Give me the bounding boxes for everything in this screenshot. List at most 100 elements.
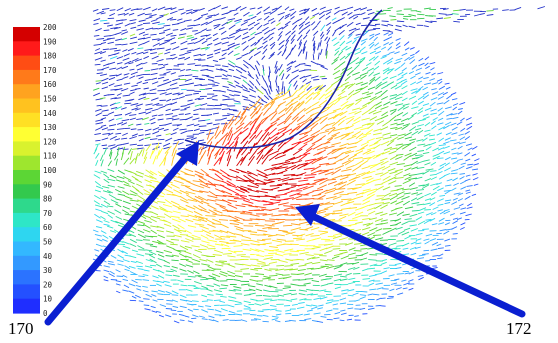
velocity-vector: [313, 30, 319, 36]
velocity-vector: [269, 81, 272, 90]
velocity-vector: [135, 103, 143, 107]
velocity-vector: [130, 88, 137, 92]
velocity-vector: [138, 300, 144, 303]
velocity-vector: [152, 155, 157, 165]
velocity-vector: [198, 139, 205, 142]
velocity-vector: [268, 71, 271, 78]
velocity-vector: [180, 105, 187, 107]
velocity-vector: [404, 272, 410, 275]
velocity-vector: [165, 308, 173, 310]
velocity-vector: [222, 65, 229, 68]
velocity-vector: [275, 273, 284, 276]
velocity-vector: [240, 170, 252, 175]
velocity-vector: [369, 50, 377, 55]
velocity-vector: [348, 89, 355, 96]
velocity-vector: [466, 185, 473, 187]
velocity-vector: [438, 222, 445, 225]
velocity-vector: [185, 288, 193, 292]
velocity-vector: [362, 30, 369, 36]
velocity-vector: [124, 23, 131, 27]
velocity-vector: [107, 37, 115, 40]
velocity-vector: [423, 219, 431, 224]
velocity-vector: [318, 10, 325, 16]
velocity-vector: [128, 12, 135, 16]
velocity-vector: [417, 150, 425, 152]
velocity-vector: [304, 226, 314, 231]
velocity-vector: [310, 60, 319, 65]
velocity-vector: [220, 284, 229, 287]
velocity-vector: [422, 113, 429, 117]
velocity-vector: [117, 121, 124, 125]
velocity-vector: [193, 205, 203, 212]
velocity-vector: [275, 133, 285, 141]
velocity-vector: [389, 288, 395, 292]
velocity-vector: [352, 175, 361, 180]
velocity-vector: [117, 263, 124, 266]
velocity-vector: [236, 185, 248, 192]
velocity-vector: [355, 87, 363, 92]
velocity-vector: [372, 154, 381, 160]
velocity-vector: [214, 148, 221, 157]
velocity-vector: [215, 261, 225, 264]
velocity-vector: [218, 219, 229, 221]
velocity-vector: [332, 248, 341, 250]
velocity-vector: [369, 274, 377, 277]
velocity-vector: [241, 84, 248, 90]
velocity-vector: [270, 198, 282, 202]
velocity-vector: [157, 52, 164, 55]
velocity-vector: [206, 114, 213, 116]
velocity-vector: [298, 301, 305, 304]
velocity-vector: [396, 187, 405, 191]
velocity-vector: [247, 21, 256, 27]
velocity-vector: [149, 92, 157, 95]
velocity-vector: [121, 19, 127, 21]
velocity-vector: [208, 318, 214, 322]
legend-swatches: [13, 27, 40, 314]
velocity-vector: [333, 85, 343, 90]
velocity-vector: [312, 144, 322, 150]
velocity-vector: [375, 50, 382, 55]
velocity-vector: [193, 270, 200, 275]
velocity-vector: [395, 226, 403, 230]
velocity-vector: [333, 273, 343, 277]
velocity-vector: [334, 188, 346, 190]
velocity-vector: [401, 124, 409, 130]
velocity-vector: [464, 131, 470, 135]
velocity-vector: [411, 106, 419, 110]
velocity-vector: [284, 164, 296, 171]
velocity-vector: [296, 34, 303, 42]
velocity-vector: [129, 243, 137, 248]
velocity-vector: [137, 37, 146, 40]
velocity-vector: [240, 21, 249, 26]
velocity-vector: [277, 125, 289, 131]
velocity-vector: [298, 143, 308, 151]
velocity-vector: [100, 215, 106, 220]
velocity-vector: [396, 240, 405, 242]
velocity-vector: [325, 162, 336, 166]
velocity-vector: [305, 143, 316, 152]
velocity-vector: [201, 64, 209, 67]
velocity-vector: [156, 263, 163, 268]
velocity-vector: [341, 168, 352, 172]
velocity-vector: [166, 239, 175, 244]
velocity-vector: [241, 95, 249, 99]
velocity-vector: [395, 93, 403, 97]
velocity-vector: [303, 282, 311, 285]
velocity-vector: [206, 75, 215, 79]
velocity-vector: [373, 234, 382, 236]
velocity-vector: [243, 11, 250, 17]
velocity-vector: [268, 32, 275, 36]
velocity-vector: [110, 26, 118, 30]
velocity-vector: [404, 235, 412, 240]
velocity-vector: [340, 309, 346, 312]
velocity-vector: [114, 209, 122, 214]
velocity-vector: [366, 190, 376, 196]
velocity-vector: [271, 318, 278, 321]
velocity-vector: [375, 172, 384, 176]
velocity-vector: [158, 66, 166, 70]
velocity-vector: [165, 274, 173, 277]
velocity-vector: [438, 137, 445, 142]
velocity-vector: [326, 30, 331, 36]
velocity-vector: [263, 289, 271, 293]
velocity-vector: [233, 220, 244, 225]
